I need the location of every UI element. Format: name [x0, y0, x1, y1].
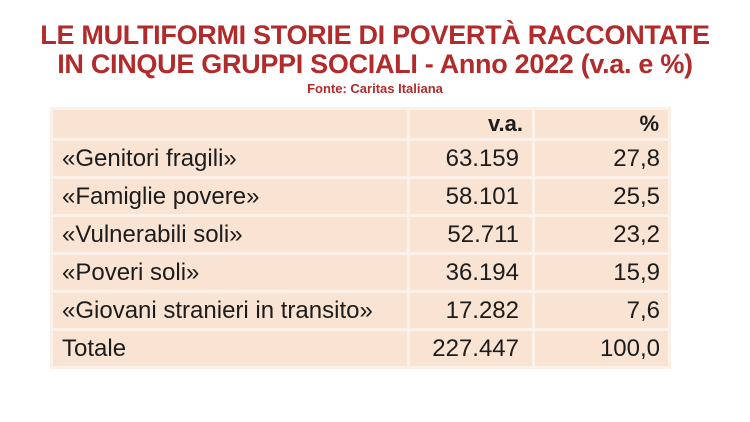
group-value: 36.194: [407, 252, 535, 293]
group-label: «Poveri soli»: [50, 252, 410, 293]
total-value: 227.447: [407, 328, 535, 369]
table-row: «Vulnerabili soli» 52.711 23,2: [50, 214, 671, 255]
group-label: «Genitori fragili»: [50, 138, 410, 179]
group-percent: 25,5: [532, 176, 671, 217]
page-title: LE MULTIFORMI STORIE DI POVERTÀ RACCONTA…: [0, 0, 750, 79]
title-line-2: IN CINQUE GRUPPI SOCIALI - Anno 2022 (v.…: [57, 49, 693, 79]
table-row: «Genitori fragili» 63.159 27,8: [50, 138, 671, 179]
poverty-groups-table: v.a. % «Genitori fragili» 63.159 27,8 «F…: [50, 107, 671, 369]
table-row: «Famiglie povere» 58.101 25,5: [50, 176, 671, 217]
group-value: 17.282: [407, 290, 535, 331]
group-percent: 15,9: [532, 252, 671, 293]
group-value: 63.159: [407, 138, 535, 179]
table-row: «Giovani stranieri in transito» 17.282 7…: [50, 290, 671, 331]
group-label: «Famiglie povere»: [50, 176, 410, 217]
table-header-row: v.a. %: [50, 107, 671, 141]
column-header-va: v.a.: [407, 107, 535, 141]
group-percent: 27,8: [532, 138, 671, 179]
group-label: «Giovani stranieri in transito»: [50, 290, 410, 331]
column-header-pct: %: [532, 107, 671, 141]
column-header-group: [50, 107, 410, 141]
total-label: Totale: [50, 328, 410, 369]
group-percent: 23,2: [532, 214, 671, 255]
group-label: «Vulnerabili soli»: [50, 214, 410, 255]
group-percent: 7,6: [532, 290, 671, 331]
group-value: 52.711: [407, 214, 535, 255]
title-line-1: LE MULTIFORMI STORIE DI POVERTÀ RACCONTA…: [40, 20, 710, 50]
group-value: 58.101: [407, 176, 535, 217]
total-percent: 100,0: [532, 328, 671, 369]
table-row-total: Totale 227.447 100,0: [50, 328, 671, 369]
source-note: Fonte: Caritas Italiana: [307, 81, 443, 96]
table-row: «Poveri soli» 36.194 15,9: [50, 252, 671, 293]
